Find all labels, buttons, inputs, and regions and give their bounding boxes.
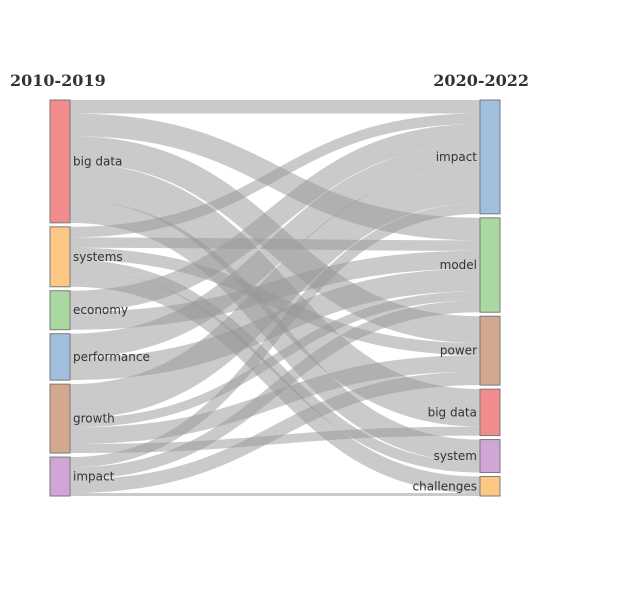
- right-column-title: 2020-2022: [433, 71, 529, 90]
- left-column-title: 2010-2019: [10, 71, 106, 90]
- source-node-big-data[interactable]: [49, 99, 71, 224]
- target-label-big-data: big data: [428, 405, 477, 419]
- link-impact-to-impact[interactable]: [69, 203, 481, 468]
- link-impact-to-model[interactable]: [69, 300, 481, 480]
- link-performance-to-impact[interactable]: [69, 144, 481, 358]
- target-node-impact[interactable]: [479, 99, 501, 215]
- links-layer: [69, 99, 481, 497]
- source-label-systems: systems: [73, 250, 123, 264]
- link-performance-to-model[interactable]: [69, 268, 481, 381]
- source-node-impact[interactable]: [49, 456, 71, 497]
- nodes-layer: big data systems economy performance growth i…: [49, 99, 501, 497]
- link-growth-to-power[interactable]: [69, 355, 481, 445]
- source-label-economy: economy: [73, 303, 128, 317]
- target-node-system[interactable]: [479, 439, 501, 474]
- link-economy-to-impact[interactable]: [69, 123, 481, 312]
- target-label-system: system: [434, 449, 477, 463]
- source-label-performance: performance: [73, 350, 150, 364]
- link-growth-to-model[interactable]: [69, 291, 481, 428]
- source-label-big-data: big data: [73, 154, 122, 168]
- target-node-power[interactable]: [479, 315, 501, 386]
- target-label-challenges: challenges: [413, 479, 477, 493]
- target-label-power: power: [440, 344, 477, 358]
- source-node-performance[interactable]: [49, 333, 71, 381]
- link-systems-to-impact[interactable]: [69, 113, 481, 238]
- source-node-growth[interactable]: [49, 383, 71, 454]
- source-node-economy[interactable]: [49, 290, 71, 331]
- target-node-big-data[interactable]: [479, 388, 501, 437]
- target-label-impact: impact: [436, 150, 478, 164]
- link-systems-to-system[interactable]: [69, 259, 481, 473]
- target-label-model: model: [440, 258, 477, 272]
- source-label-growth: growth: [73, 412, 115, 426]
- link-growth-to-impact[interactable]: [69, 168, 481, 419]
- target-node-model[interactable]: [479, 217, 501, 313]
- source-label-impact: impact: [73, 470, 115, 484]
- target-node-challenges[interactable]: [479, 476, 501, 497]
- source-node-systems[interactable]: [49, 226, 71, 288]
- link-impact-to-power[interactable]: [69, 371, 481, 494]
